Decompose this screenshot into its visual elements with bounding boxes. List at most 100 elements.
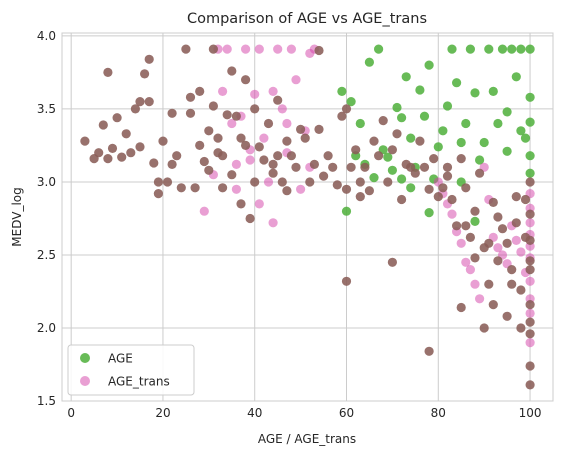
data-point — [525, 151, 535, 161]
data-point — [525, 329, 535, 339]
data-point — [314, 124, 324, 134]
data-point — [525, 117, 535, 127]
data-point — [507, 265, 517, 275]
data-point — [383, 177, 393, 187]
x-axis-label: AGE / AGE_trans — [258, 432, 356, 446]
data-point — [387, 145, 397, 155]
data-point — [185, 108, 196, 118]
data-point — [195, 140, 205, 150]
data-point — [355, 118, 365, 129]
data-point — [511, 235, 521, 245]
x-tick-label: 60 — [339, 406, 354, 420]
data-point — [227, 118, 237, 129]
data-point — [305, 48, 315, 59]
data-point — [140, 69, 150, 79]
data-point — [415, 136, 425, 146]
data-point — [461, 221, 471, 231]
data-point — [461, 118, 471, 129]
data-point — [387, 165, 397, 175]
data-point — [341, 206, 352, 216]
data-point — [525, 256, 535, 266]
data-point — [507, 279, 517, 289]
data-point — [144, 54, 154, 64]
data-point — [153, 177, 163, 187]
data-point — [525, 338, 535, 348]
chart-title: Comparison of AGE vs AGE_trans — [187, 11, 427, 27]
data-point — [502, 238, 512, 248]
data-point — [401, 72, 411, 82]
data-point — [497, 44, 508, 54]
data-point — [273, 44, 283, 54]
data-point — [433, 192, 443, 202]
data-point — [397, 174, 407, 184]
data-point — [475, 294, 485, 304]
data-point — [346, 162, 356, 172]
data-point — [438, 126, 448, 136]
data-point — [121, 129, 131, 139]
data-point — [227, 170, 237, 180]
data-point — [516, 285, 526, 295]
data-point — [364, 186, 374, 196]
data-point — [442, 101, 453, 111]
data-point — [525, 265, 535, 275]
data-point — [277, 104, 287, 114]
data-point — [296, 184, 306, 194]
data-point — [419, 111, 430, 121]
data-point — [419, 162, 430, 172]
data-point — [245, 155, 255, 165]
y-tick-label: 2.0 — [37, 321, 56, 335]
data-point — [98, 120, 108, 130]
data-point — [231, 111, 241, 121]
data-point — [470, 88, 480, 98]
data-point — [516, 323, 526, 333]
data-point — [465, 44, 475, 54]
data-point — [282, 186, 292, 196]
data-point — [493, 256, 503, 266]
legend: AGE AGE_trans — [67, 344, 195, 396]
data-point — [493, 212, 503, 222]
data-point — [424, 184, 434, 194]
data-point — [135, 97, 145, 107]
data-point — [364, 57, 374, 67]
legend-marker-age-trans — [80, 376, 90, 386]
x-tick-label: 80 — [431, 406, 446, 420]
data-point — [447, 194, 457, 205]
data-point — [415, 85, 425, 95]
data-point — [484, 238, 494, 248]
data-point — [525, 218, 535, 228]
data-point — [355, 177, 365, 187]
data-point — [231, 184, 241, 194]
data-point — [300, 133, 310, 143]
data-point — [369, 173, 379, 183]
data-point — [328, 162, 338, 172]
data-point — [456, 238, 466, 248]
data-point — [332, 180, 342, 190]
data-point — [80, 136, 90, 146]
data-point — [250, 177, 260, 187]
data-point — [511, 192, 521, 202]
data-point — [185, 92, 196, 102]
data-point — [397, 113, 407, 123]
data-point — [277, 177, 287, 187]
data-point — [488, 300, 498, 310]
data-point — [268, 159, 278, 169]
data-point — [199, 206, 209, 216]
data-point — [488, 197, 498, 207]
data-point — [369, 136, 379, 146]
data-point — [520, 133, 531, 143]
data-point — [525, 168, 535, 178]
data-point — [176, 183, 186, 193]
data-point — [525, 177, 535, 187]
data-point — [204, 126, 214, 136]
data-point — [341, 104, 352, 114]
data-point — [117, 152, 127, 162]
data-point — [227, 66, 237, 76]
data-point — [135, 142, 145, 152]
data-point — [268, 168, 278, 178]
data-point — [516, 44, 526, 54]
x-tick-label: 0 — [67, 406, 75, 420]
data-point — [351, 145, 361, 155]
legend-marker-age — [80, 353, 90, 363]
data-point — [254, 199, 264, 209]
data-point — [291, 162, 301, 172]
